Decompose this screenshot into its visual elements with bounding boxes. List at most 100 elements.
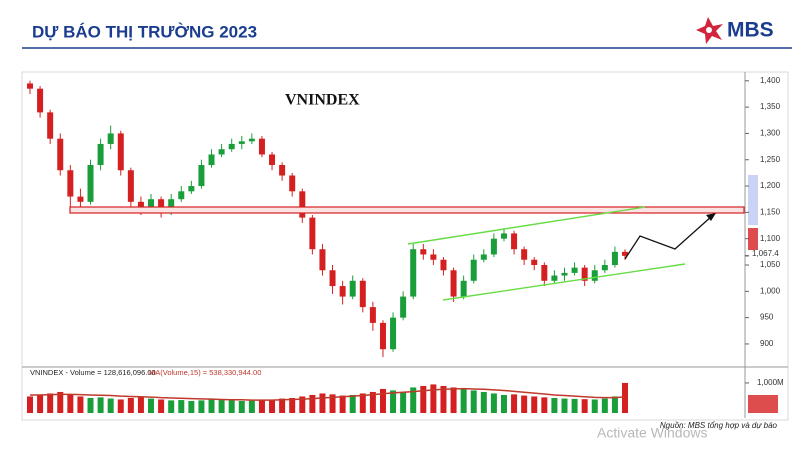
axis-markers (748, 175, 758, 225)
candle-body (430, 254, 437, 260)
volume-bar (551, 397, 558, 413)
volume-bar (319, 393, 326, 413)
volume-bar (420, 385, 427, 413)
candle-body (551, 275, 558, 281)
volume-bar (329, 394, 336, 413)
volume-bar (238, 400, 245, 413)
y-tick-label: 1,250 (760, 155, 781, 164)
volume-bar (430, 384, 437, 413)
legend-entry: MA(Volume,15) = 538,330,944.00 (149, 368, 261, 377)
candle-body (339, 286, 346, 297)
volume-bar (490, 393, 497, 413)
volume-bar (218, 400, 225, 413)
forecast-arrow (624, 215, 713, 260)
volume-bar (369, 391, 376, 413)
volume-bar (622, 382, 628, 413)
chart-frame (21, 71, 789, 421)
y-tick-label: 1,200 (760, 181, 781, 190)
volume-bar (601, 398, 608, 413)
y-tick-label: 1,000M (757, 378, 784, 387)
volume-bar (511, 394, 518, 413)
candle-body (178, 191, 185, 200)
volume-bar (359, 393, 366, 413)
candle-body (511, 233, 518, 250)
candle-body (531, 259, 538, 265)
channel-lower (442, 263, 686, 301)
candle-body (440, 259, 447, 271)
volume-bar (57, 391, 64, 413)
candle-body (329, 270, 336, 287)
volume-bar (571, 398, 578, 413)
candle-body (420, 249, 427, 255)
volume-bar (248, 400, 255, 413)
volume-bar (148, 398, 155, 413)
candle-body (500, 233, 507, 239)
volume-bar (309, 394, 316, 413)
arrow-head (706, 213, 716, 221)
candle-body (460, 280, 467, 297)
volume-bar (379, 388, 386, 413)
candle-body (299, 191, 306, 218)
plot: 900 950 1,000 1,050 1,100 1,150 1,200 1,250 1,30… (27, 76, 784, 413)
candle-body (127, 170, 134, 202)
volume-bar (198, 400, 205, 413)
candle-body (541, 265, 548, 281)
candle-body (279, 165, 286, 176)
candle-body (168, 199, 175, 213)
source-note: Nguồn: MBS tổng hợp và dự báo (660, 421, 778, 430)
candle-body (379, 322, 386, 350)
candle-body (611, 251, 618, 265)
volume-bar (480, 391, 487, 413)
candle-body (571, 267, 578, 273)
candle-body (97, 143, 104, 165)
candle-body (490, 238, 497, 255)
candle-body (148, 199, 155, 208)
volume-bar (390, 390, 397, 413)
volume-bar (117, 399, 124, 413)
candle-body (188, 186, 195, 192)
candle-body (67, 170, 74, 197)
volume-bar (299, 396, 306, 413)
volume-bar (158, 399, 165, 413)
volume-bar (37, 394, 44, 413)
volume-bar (410, 387, 417, 413)
logo-dot (706, 27, 712, 33)
candle-body (87, 165, 94, 202)
volume-bar (47, 393, 54, 413)
volume-bar (400, 391, 407, 413)
candle-body (309, 217, 316, 250)
candle-body (410, 249, 417, 297)
volume-bar (289, 397, 296, 413)
volume-bar (470, 390, 477, 413)
volume-bar (258, 400, 265, 413)
candle-body (258, 138, 265, 155)
logo-text: MBS (727, 19, 774, 42)
volume-bar (591, 399, 598, 413)
candle-body (47, 112, 54, 139)
volume-bar (127, 397, 134, 413)
candle-body (107, 133, 114, 144)
candle-body (480, 254, 487, 260)
y-tick-label: 1,050 (760, 260, 781, 269)
volume-bar (269, 399, 276, 413)
candle-body (400, 296, 407, 318)
y-tick-label: 950 (760, 313, 774, 322)
candle-body (77, 196, 84, 202)
candle-body (349, 280, 356, 297)
annotations (69, 175, 778, 413)
candle-body (248, 138, 255, 142)
candle-body (37, 88, 44, 113)
volume-bar (67, 394, 74, 413)
volume-bar (500, 394, 507, 413)
y-tick-label: 1,150 (760, 207, 781, 216)
candle-body (269, 154, 276, 165)
volume-bar (460, 388, 467, 413)
volume-bar (339, 395, 346, 413)
candle-body (622, 251, 628, 256)
volume-bar (279, 398, 286, 413)
volume-bar (137, 397, 144, 413)
candle-body (359, 280, 366, 308)
volume-bar (450, 387, 457, 413)
candle-body (238, 141, 245, 144)
